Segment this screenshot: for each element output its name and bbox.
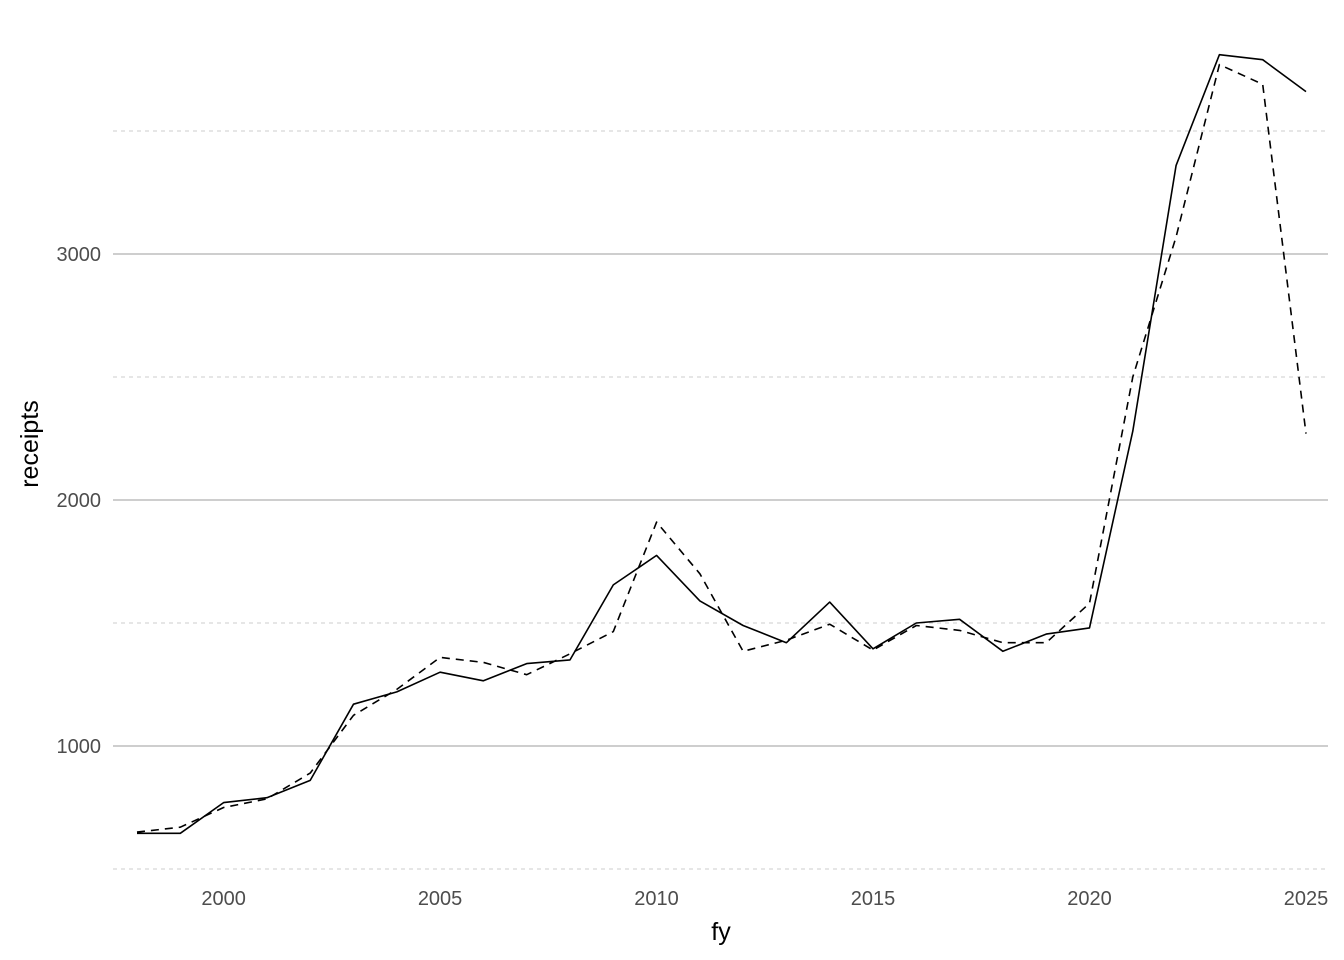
x-tick-label: 2015 bbox=[851, 888, 896, 910]
y-axis-title: receipts bbox=[16, 400, 44, 488]
x-tick-label: 2005 bbox=[418, 888, 463, 910]
series-lines bbox=[136, 53, 1307, 835]
series-line-dashed bbox=[136, 63, 1307, 833]
x-tick-label: 2010 bbox=[634, 888, 679, 910]
x-axis-title: fy bbox=[711, 918, 731, 946]
x-tick-label: 2000 bbox=[201, 888, 246, 910]
x-tick-label: 2025 bbox=[1284, 888, 1329, 910]
y-tick-label: 1000 bbox=[57, 736, 102, 758]
x-tick-label: 2020 bbox=[1067, 888, 1112, 910]
series-line-solid bbox=[137, 53, 1307, 835]
y-tick-label: 3000 bbox=[57, 244, 102, 266]
tick-labels: 2000 2005 2010 2015 2020 2025 1000 2000 3000 bbox=[57, 244, 1329, 910]
y-tick-label: 2000 bbox=[57, 490, 102, 512]
grid-lines bbox=[113, 130, 1328, 870]
